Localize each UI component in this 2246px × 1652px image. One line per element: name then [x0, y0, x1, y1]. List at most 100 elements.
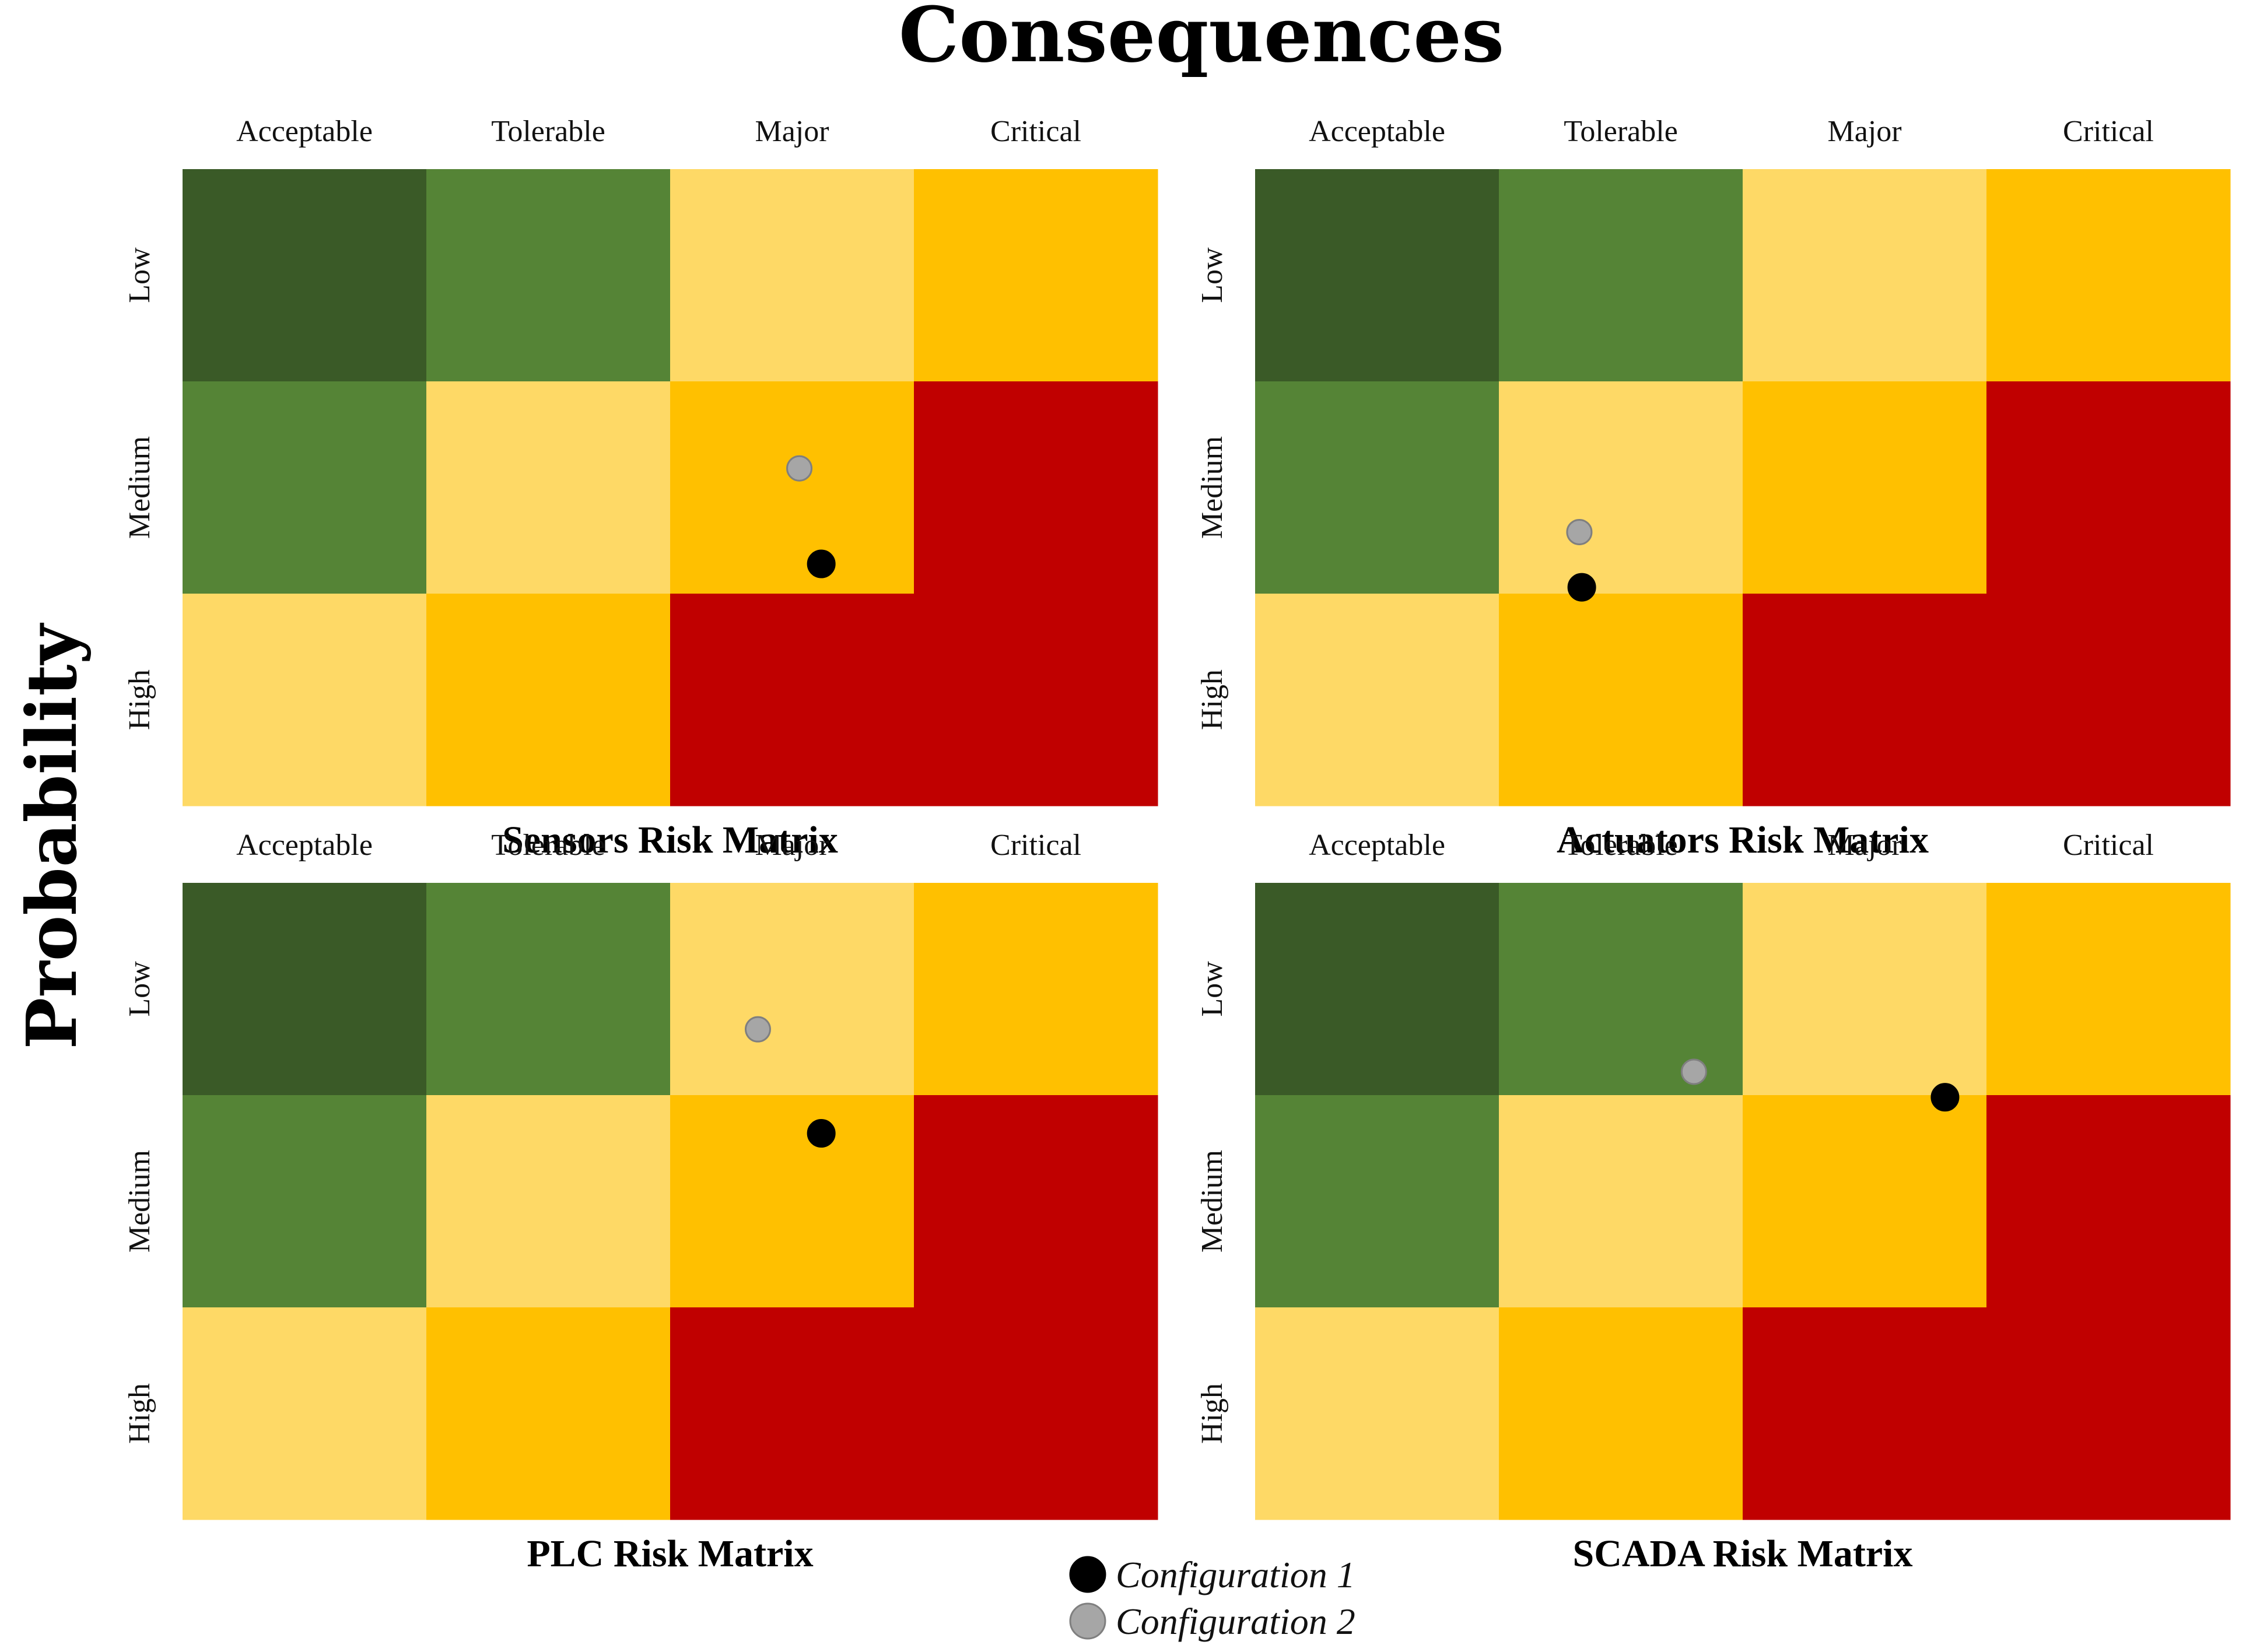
risk-cell-high-acceptable [1255, 594, 1499, 806]
risk-cell-medium-acceptable [1255, 381, 1499, 594]
risk-cell-medium-major [670, 381, 914, 594]
risk-cell-high-critical [1986, 1307, 2231, 1520]
consequence-label-critical: Critical [990, 115, 1081, 148]
risk-cell-high-critical [914, 1307, 1158, 1520]
matrix-title: PLC Risk Matrix [527, 1532, 813, 1575]
consequence-label-major: Major [1827, 115, 1901, 148]
risk-cell-high-critical [914, 594, 1158, 806]
consequence-label-tolerable: Tolerable [491, 115, 605, 148]
probability-label-low: Low [123, 961, 156, 1017]
risk-cell-medium-acceptable [1255, 1095, 1499, 1308]
probability-label-medium: Medium [123, 1150, 156, 1253]
risk-cell-low-acceptable [183, 883, 427, 1096]
risk-cell-low-tolerable [1499, 883, 1743, 1096]
probability-label-low: Low [1196, 961, 1229, 1017]
config-2-point [1680, 1058, 1707, 1085]
probability-label-medium: Medium [123, 436, 156, 539]
risk-cell-high-major [670, 594, 914, 806]
risk-cell-high-acceptable [1255, 1307, 1499, 1520]
risk-cell-medium-acceptable [183, 1095, 427, 1308]
matrix-4: Acceptable Tolerable Major Critical Low Mediu… [1196, 829, 2231, 1575]
probability-axis-title: Probability [11, 622, 92, 1049]
legend-config-2-label: Configuration 2 [1116, 1601, 1355, 1642]
risk-cell-low-acceptable [1255, 883, 1499, 1096]
risk-cell-low-critical [914, 169, 1158, 382]
config-1-point [1930, 1083, 1960, 1112]
consequence-label-acceptable: Acceptable [1309, 115, 1445, 148]
matrix-3: Acceptable Tolerable Major Critical Low Mediu… [123, 829, 1158, 1575]
risk-cell-medium-critical [1986, 381, 2231, 594]
risk-cell-medium-tolerable [1499, 381, 1743, 594]
risk-cell-high-tolerable [426, 594, 671, 806]
risk-cell-high-tolerable [1499, 594, 1743, 806]
config-2-point [1566, 518, 1593, 545]
probability-label-low: Low [123, 247, 156, 303]
risk-cell-low-critical [1986, 169, 2231, 382]
consequence-label-critical: Critical [2063, 829, 2154, 862]
probability-label-low: Low [1196, 247, 1229, 303]
risk-cell-high-acceptable [183, 1307, 427, 1520]
matrix-1: Acceptable Tolerable Major Critical Low Mediu… [123, 115, 1158, 861]
matrix-title: Sensors Risk Matrix [502, 819, 838, 861]
consequence-label-major: Major [755, 829, 829, 862]
risk-cell-high-critical [1986, 594, 2231, 806]
consequence-label-major: Major [1827, 829, 1901, 862]
config-1-point [1567, 573, 1596, 602]
consequence-label-major: Major [755, 115, 829, 148]
risk-cell-low-tolerable [426, 883, 671, 1096]
probability-label-high: High [123, 1383, 156, 1444]
consequence-label-acceptable: Acceptable [1309, 829, 1445, 862]
risk-cell-high-acceptable [183, 594, 427, 806]
risk-cell-medium-major [670, 1095, 914, 1308]
matrix-2: Acceptable Tolerable Major Critical Low Mediu… [1196, 115, 2231, 861]
risk-cell-low-acceptable [183, 169, 427, 382]
risk-cell-low-major [1743, 883, 1987, 1096]
legend: Configuration 1 Configuration 2 [1069, 1554, 1355, 1642]
risk-cell-high-major [1743, 594, 1987, 806]
consequence-label-tolerable: Tolerable [1564, 829, 1678, 862]
risk-cell-medium-acceptable [183, 381, 427, 594]
risk-cell-low-critical [914, 883, 1158, 1096]
legend-config-1-label: Configuration 1 [1116, 1554, 1355, 1595]
consequence-label-critical: Critical [2063, 115, 2154, 148]
risk-cell-medium-major [1743, 1095, 1987, 1308]
consequence-label-tolerable: Tolerable [1564, 115, 1678, 148]
risk-cell-high-tolerable [1499, 1307, 1743, 1520]
probability-label-high: High [1196, 669, 1229, 730]
risk-cell-medium-critical [1986, 1095, 2231, 1308]
risk-cell-low-major [1743, 169, 1987, 382]
config-1-point [807, 1119, 836, 1148]
consequence-label-tolerable: Tolerable [491, 829, 605, 862]
risk-cell-low-major [670, 169, 914, 382]
consequence-label-critical: Critical [990, 829, 1081, 862]
config-2-point [744, 1016, 771, 1043]
consequence-label-acceptable: Acceptable [236, 829, 373, 862]
risk-cell-medium-critical [914, 381, 1158, 594]
risk-cell-low-tolerable [426, 169, 671, 382]
legend-config-1-marker [1069, 1556, 1106, 1593]
risk-cell-high-tolerable [426, 1307, 671, 1520]
probability-label-high: High [123, 669, 156, 730]
risk-cell-high-major [670, 1307, 914, 1520]
probability-label-medium: Medium [1196, 436, 1229, 539]
risk-cell-medium-tolerable [426, 381, 671, 594]
config-1-point [807, 549, 836, 578]
risk-cell-low-critical [1986, 883, 2231, 1096]
consequence-label-acceptable: Acceptable [236, 115, 373, 148]
risk-cell-low-tolerable [1499, 169, 1743, 382]
legend-config-2-marker [1069, 1602, 1106, 1640]
probability-label-medium: Medium [1196, 1150, 1229, 1253]
probability-label-high: High [1196, 1383, 1229, 1444]
consequences-axis-title: Consequences [899, 0, 1504, 79]
risk-cell-medium-major [1743, 381, 1987, 594]
config-2-point [786, 455, 813, 482]
matrix-title: SCADA Risk Matrix [1572, 1532, 1912, 1575]
matrix-title: Actuators Risk Matrix [1557, 819, 1929, 861]
matrices-layer: Acceptable Tolerable Major Critical Low Mediu… [123, 115, 2231, 1575]
risk-cell-high-major [1743, 1307, 1987, 1520]
risk-cell-low-major [670, 883, 914, 1096]
risk-cell-medium-tolerable [426, 1095, 671, 1308]
risk-cell-medium-tolerable [1499, 1095, 1743, 1308]
risk-cell-medium-critical [914, 1095, 1158, 1308]
